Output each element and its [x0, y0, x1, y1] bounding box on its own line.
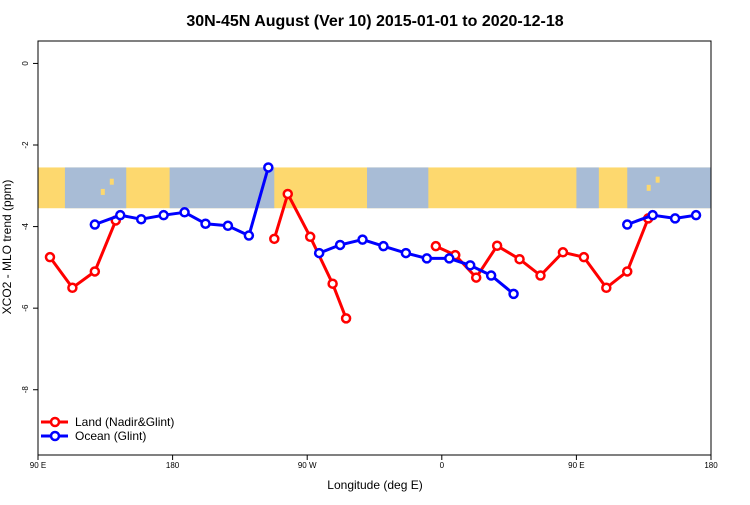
data-point — [263, 162, 274, 173]
data-point — [647, 209, 658, 221]
x-axis: 90 E 180 90 W 0 90 E 180 — [30, 455, 718, 470]
y-tick-label: -2 — [21, 141, 30, 149]
data-point — [89, 266, 101, 277]
map-island — [455, 182, 460, 189]
data-point — [44, 251, 56, 263]
data-point — [357, 234, 368, 245]
x-tick-label: 90 E — [30, 461, 46, 470]
map-ocean — [64, 167, 127, 209]
data-point — [243, 230, 255, 241]
data-point — [601, 282, 612, 294]
data-point — [135, 213, 147, 225]
map-ocean — [367, 167, 429, 209]
world-map-band — [38, 167, 711, 209]
map-island — [100, 188, 105, 195]
chart-title: 30N-45N August (Ver 10) 2015-01-01 to 20… — [186, 13, 563, 30]
x-tick-label: 90 E — [568, 461, 584, 470]
y-tick-label: -6 — [21, 304, 30, 312]
y-tick-label: -8 — [21, 386, 30, 394]
data-point — [491, 240, 503, 252]
map-ocean — [169, 167, 275, 209]
data-point — [557, 247, 569, 258]
map-island — [109, 178, 114, 185]
map-ocean — [576, 167, 599, 209]
legend-marker — [49, 430, 61, 442]
data-point — [327, 278, 338, 289]
data-point — [470, 272, 482, 283]
series-line — [272, 192, 348, 319]
data-point — [400, 247, 412, 259]
series-land — [44, 188, 654, 324]
map-island — [461, 192, 466, 199]
data-point — [690, 209, 702, 221]
legend-label: Land (Nadir&Glint) — [75, 415, 174, 429]
y-tick-label: 0 — [21, 61, 30, 66]
data-point — [514, 253, 525, 265]
x-tick-label: 0 — [440, 461, 445, 470]
map-ocean — [627, 167, 711, 209]
data-point — [282, 188, 294, 200]
data-point — [158, 209, 169, 221]
x-axis-label: Longitude (deg E) — [327, 478, 422, 492]
data-point — [222, 220, 234, 232]
data-point — [313, 247, 325, 259]
legend: Land (Nadir&Glint)Ocean (Glint) — [41, 415, 174, 443]
data-point — [669, 213, 681, 224]
data-point — [578, 251, 590, 263]
data-point — [89, 219, 101, 230]
plot-frame — [37, 40, 712, 456]
x-tick-label: 90 W — [298, 461, 317, 470]
series-line — [626, 213, 697, 226]
data-point — [464, 260, 476, 271]
data-point — [485, 270, 497, 281]
data-point — [621, 266, 633, 277]
data-point — [378, 240, 389, 252]
x-tick-label: 180 — [704, 461, 718, 470]
data-point — [304, 231, 316, 243]
series-line — [48, 219, 118, 290]
data-point — [621, 219, 633, 230]
legend-label: Ocean (Glint) — [75, 429, 146, 443]
data-point — [508, 288, 519, 300]
data-point — [421, 253, 433, 264]
y-axis-label: XCO2 - MLO trend (ppm) — [0, 180, 14, 315]
data-point — [444, 253, 455, 264]
series-ocean — [89, 162, 702, 300]
y-tick-label: -4 — [21, 222, 30, 230]
data-point — [115, 209, 126, 221]
series-line — [318, 238, 515, 296]
x-tick-label: 180 — [166, 461, 180, 470]
data-point — [535, 270, 546, 281]
data-point — [269, 233, 280, 245]
map-island — [646, 184, 651, 191]
legend-marker — [49, 416, 61, 428]
series-layer — [44, 162, 702, 324]
data-point — [334, 239, 346, 251]
data-point — [200, 218, 211, 229]
data-point — [340, 313, 352, 324]
map-island — [655, 176, 660, 183]
data-point — [179, 207, 190, 218]
data-point — [430, 240, 442, 252]
y-axis: 0 -2 -4 -6 -8 — [21, 61, 38, 394]
data-point — [67, 282, 78, 294]
